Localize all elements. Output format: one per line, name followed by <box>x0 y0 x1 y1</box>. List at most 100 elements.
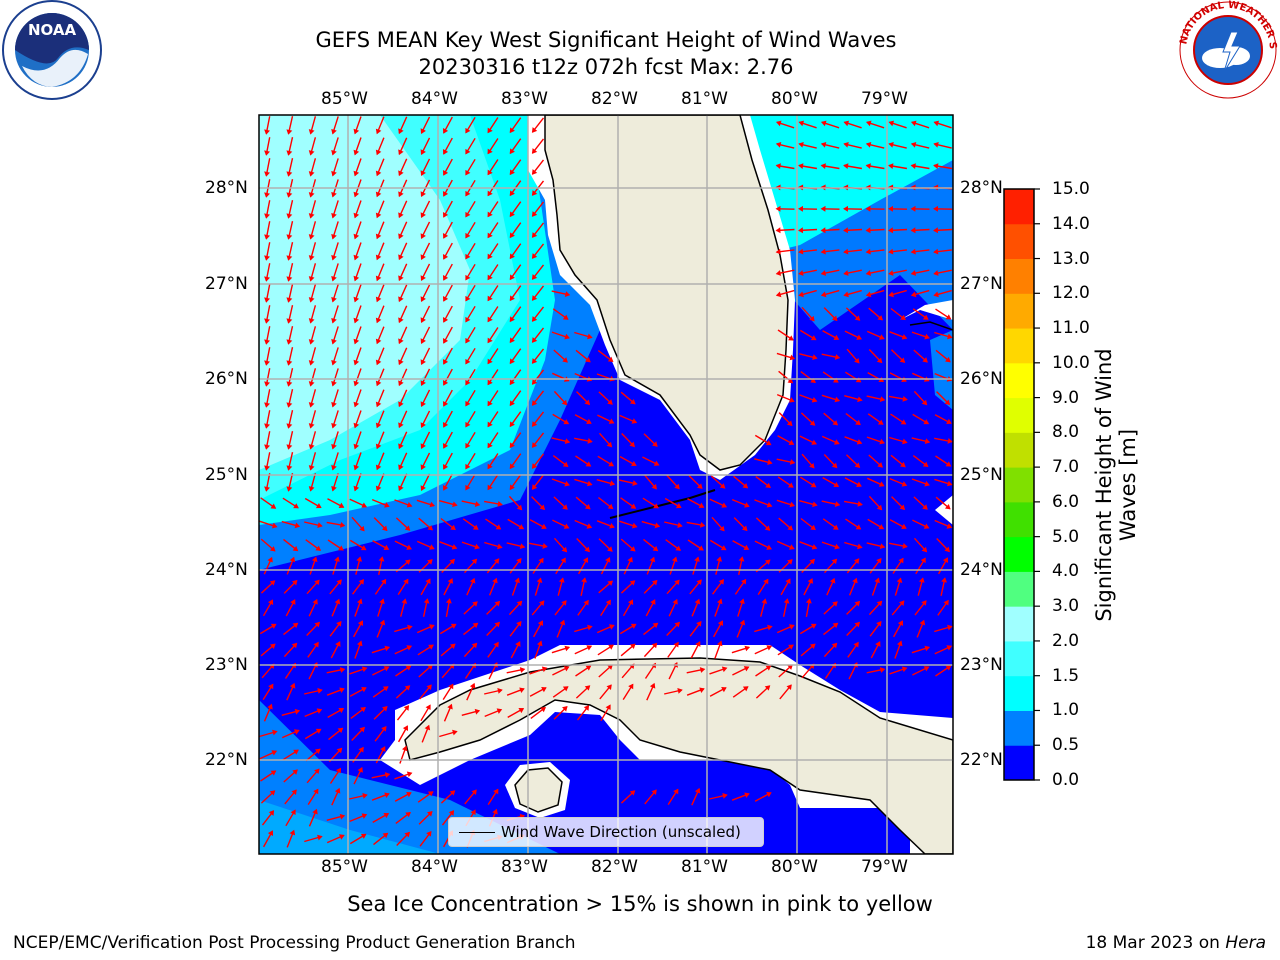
wave-arrow-head <box>788 644 794 650</box>
wave-arrow-head <box>559 619 566 626</box>
wave-arrow-head <box>286 360 293 366</box>
wave-arrow-head <box>539 504 546 511</box>
wave-arrow-head <box>420 170 426 176</box>
wave-arrow-head <box>331 296 337 303</box>
wave-arrow-head <box>933 163 939 170</box>
wave-arrow-head <box>469 577 476 584</box>
wave-arrow-head <box>627 556 633 563</box>
wave-arrow-head <box>581 577 587 583</box>
wave-arrow-head <box>357 620 364 626</box>
wave-arrow-head <box>531 190 538 196</box>
wave-arrow-head <box>739 598 745 605</box>
wave-arrow-head <box>531 379 538 385</box>
wave-arrow-head <box>375 464 382 471</box>
wave-arrow-head <box>865 141 872 148</box>
wave-arrow-head <box>921 600 927 606</box>
wave-arrow-head <box>474 501 481 507</box>
wave-arrow-head <box>314 579 320 586</box>
wave-arrow-head <box>538 557 544 564</box>
wave-arrow-head <box>651 483 657 490</box>
wave-arrow-head <box>798 270 804 276</box>
wave-arrow-head <box>427 559 433 565</box>
wave-arrow-head <box>264 192 270 198</box>
wave-arrow-head <box>652 545 659 552</box>
wave-arrow-head <box>564 333 570 340</box>
wave-arrow-head <box>945 461 952 467</box>
wave-arrow-head <box>857 500 863 507</box>
wave-arrow-head <box>946 645 953 651</box>
wave-arrow-head <box>531 463 538 469</box>
wave-arrow-head <box>699 687 705 694</box>
wave-arrow-head <box>924 645 931 652</box>
wave-arrow-head <box>353 170 360 177</box>
lon-label-top: 84°W <box>411 89 458 109</box>
wave-arrow-head <box>606 441 613 448</box>
wave-arrow-head <box>531 337 538 343</box>
wave-arrow-head <box>924 480 930 487</box>
wave-arrow-head <box>584 685 591 691</box>
wave-arrow-head <box>289 829 296 836</box>
wave-arrow-head <box>542 543 548 549</box>
wave-arrow-head <box>420 191 426 197</box>
wave-arrow-head <box>471 558 478 565</box>
wave-arrow-head <box>585 665 592 671</box>
wave-arrow-head <box>442 170 449 176</box>
lat-label-right: 24°N <box>960 560 1003 580</box>
wave-arrow-head <box>375 317 382 324</box>
wave-arrow-head <box>360 833 367 839</box>
wave-arrow-head <box>509 379 515 386</box>
wave-arrow-head <box>798 205 804 212</box>
wave-arrow-head <box>294 729 300 735</box>
colorbar-segment <box>1004 328 1034 364</box>
wave-arrow-head <box>628 683 634 690</box>
wave-arrow-head <box>384 792 390 799</box>
wave-arrow-head <box>286 255 293 261</box>
wave-arrow-head <box>398 254 404 261</box>
wave-arrow-head <box>531 442 538 448</box>
wave-arrow-head <box>767 459 773 466</box>
wave-arrow-head <box>317 834 323 841</box>
wave-arrow-head <box>308 171 315 177</box>
wave-arrow-head <box>442 485 449 491</box>
wave-arrow-head <box>270 503 277 509</box>
wave-arrow-head <box>558 577 565 583</box>
wave-arrow-head <box>403 578 409 585</box>
wave-arrow-head <box>289 682 296 689</box>
wave-arrow-head <box>331 443 337 450</box>
wave-arrow-head <box>308 423 315 429</box>
wave-arrow-head <box>899 600 905 607</box>
wave-arrow-head <box>424 724 431 731</box>
contour-sw-0.5 <box>259 700 560 854</box>
wave-arrow-head <box>492 808 498 815</box>
wave-arrow-head <box>353 317 360 324</box>
wave-arrow-head <box>789 624 795 630</box>
wave-arrow-head <box>450 623 457 629</box>
wave-arrow-head <box>427 525 434 531</box>
colorbar-tick-label: 14.0 <box>1052 213 1090 234</box>
wave-arrow-head <box>331 128 337 135</box>
wave-arrow-head <box>406 544 412 550</box>
wave-arrow-head <box>465 379 471 386</box>
wave-arrow-head <box>335 641 341 647</box>
wave-arrow-head <box>743 666 750 672</box>
wave-arrow-head <box>775 120 782 127</box>
wave-arrow-head <box>379 619 386 626</box>
wave-arrow-head <box>308 192 315 198</box>
wave-arrow-head <box>944 399 951 406</box>
wave-arrow-head <box>286 465 293 471</box>
wave-arrow-head <box>898 557 904 564</box>
wave-arrow-head <box>353 128 360 135</box>
wave-arrow-head <box>537 620 544 626</box>
wave-arrow-head <box>834 439 840 445</box>
wave-arrow-head <box>269 643 276 649</box>
wave-arrow-head <box>857 543 863 550</box>
wave-arrow-head <box>672 598 678 605</box>
wave-arrow-head <box>494 600 501 607</box>
wave-arrow-head <box>564 291 571 297</box>
wave-arrow-head <box>876 504 883 511</box>
wave-arrow-head <box>286 276 293 282</box>
wave-arrow-head <box>358 746 364 753</box>
wave-arrow-head <box>426 684 432 690</box>
wave-arrow-head <box>398 338 404 345</box>
wave-arrow-head <box>357 767 363 773</box>
